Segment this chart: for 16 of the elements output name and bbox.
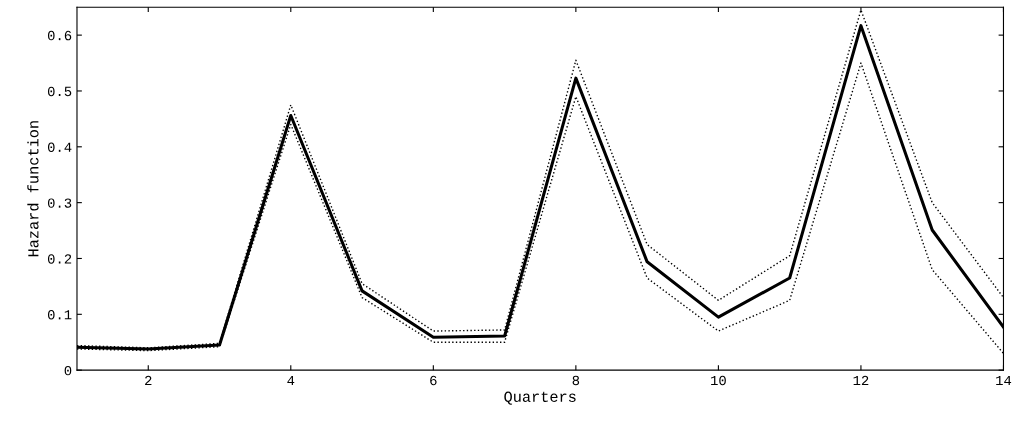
y-tick-label: 0.4 (47, 142, 72, 152)
y-tick-label: 0.6 (47, 30, 72, 41)
x-axis-title: Quarters (504, 391, 576, 405)
x-tick-label: 8 (572, 375, 580, 386)
x-tick-label: 12 (853, 375, 869, 386)
y-tick-label: 0.5 (47, 86, 72, 97)
x-tick-label: 10 (711, 375, 726, 386)
y-tick-label: 0 (64, 365, 72, 376)
x-tick-label: 2 (145, 375, 152, 386)
y-axis-title: Hazard function (27, 121, 39, 257)
y-tick-label: 0.1 (47, 310, 72, 320)
y-tick-label: 0.2 (47, 254, 72, 264)
x-tick-label: 4 (287, 375, 295, 386)
y-tick-label: 0.3 (47, 198, 72, 208)
x-tick-label: 6 (430, 375, 437, 386)
x-tick-label: 14 (996, 375, 1012, 386)
